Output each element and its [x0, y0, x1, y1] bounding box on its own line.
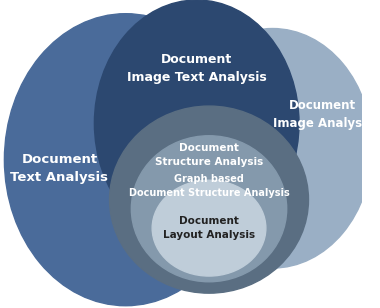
Circle shape — [173, 29, 372, 268]
Ellipse shape — [152, 180, 266, 276]
Text: Document
Image Analysis: Document Image Analysis — [272, 99, 373, 130]
Text: Document
Text Analysis: Document Text Analysis — [10, 153, 108, 184]
Text: Graph based
Document Structure Analysis: Graph based Document Structure Analysis — [129, 174, 290, 198]
Ellipse shape — [109, 106, 309, 293]
Circle shape — [94, 0, 299, 246]
Circle shape — [5, 14, 247, 306]
Ellipse shape — [131, 136, 287, 282]
Text: Document
Layout Analysis: Document Layout Analysis — [163, 216, 255, 240]
Text: Document
Image Text Analysis: Document Image Text Analysis — [127, 53, 267, 84]
Text: Document
Structure Analysis: Document Structure Analysis — [155, 143, 263, 167]
